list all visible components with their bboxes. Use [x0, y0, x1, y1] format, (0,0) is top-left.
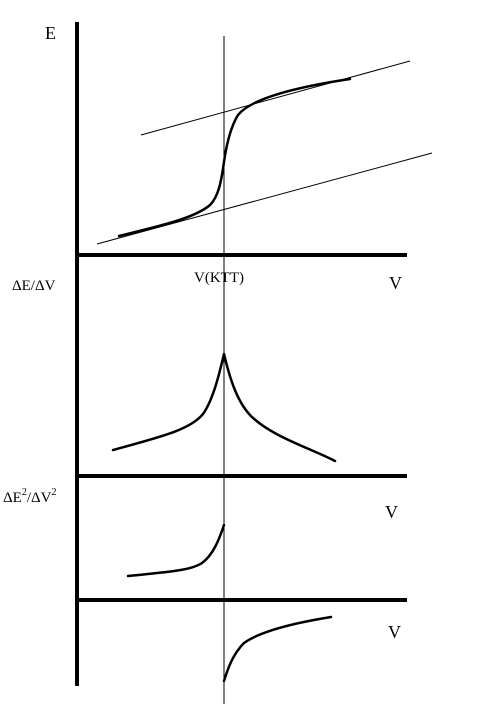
d2e-dv2-axis-label: ΔE2/ΔV2 [3, 487, 56, 506]
v-axis-label-middle: V [385, 502, 398, 522]
de-dv-axis-label: ΔE/ΔV [12, 278, 56, 294]
upper-tangent-line [140, 60, 411, 136]
v-axis-label-top: V [389, 273, 402, 293]
e-axis-label: E [45, 23, 56, 43]
v-axis-label-bottom: V [388, 622, 401, 642]
lower-tangent-line [96, 152, 433, 245]
equivalence-point-label: V(KTT) [194, 270, 244, 286]
first-derivative-curve [111, 352, 337, 463]
titration-curve [117, 77, 352, 238]
second-derivative-left-branch [126, 523, 226, 578]
second-derivative-right-branch [222, 615, 333, 683]
